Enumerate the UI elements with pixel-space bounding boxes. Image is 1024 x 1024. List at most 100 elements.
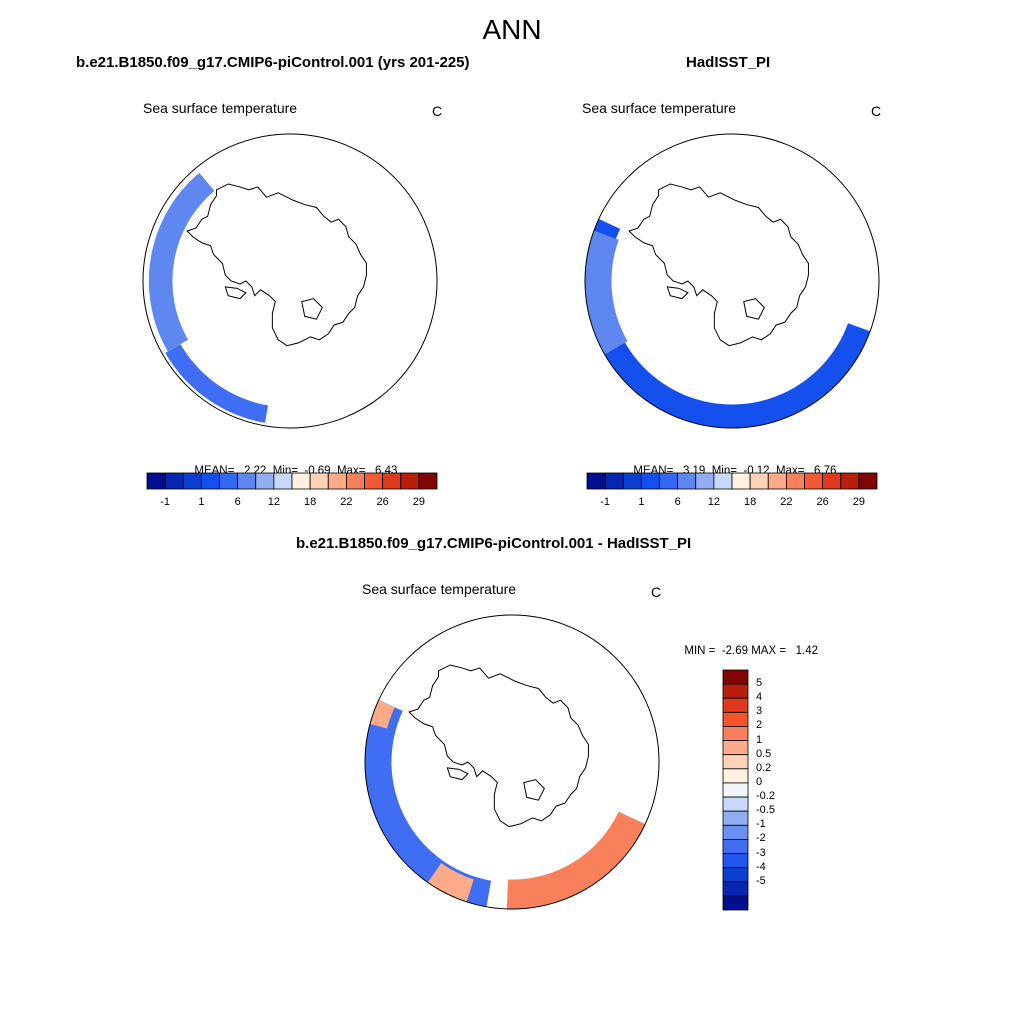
obs-colorbar-swatch	[804, 472, 824, 490]
obs-colorbar-swatch	[822, 472, 842, 490]
obs-colorbar-tick-label: 26	[816, 496, 829, 508]
diff-colorbar-swatch	[722, 853, 749, 869]
model-colorbar-swatch	[291, 472, 311, 490]
diff-colorbar-tick-label: 2	[756, 719, 763, 732]
obs-colorbar-swatch	[840, 472, 860, 490]
obs-colorbar-tick-label: 29	[852, 496, 865, 508]
obs-colorbar-swatch	[731, 472, 751, 490]
diff-colorbar-swatch	[722, 697, 749, 713]
model-colorbar-swatch	[200, 472, 220, 490]
obs-colorbar	[586, 472, 878, 490]
obs-map	[583, 133, 880, 429]
obs-variable-label: Sea surface temperature	[582, 100, 737, 116]
diff-colorbar-swatch	[722, 726, 749, 741]
diff-variable-label: Sea surface temperature	[362, 581, 517, 597]
obs-colorbar-swatch	[695, 472, 715, 490]
diff-colorbar-swatch	[722, 824, 749, 840]
model-colorbar-swatch	[418, 472, 438, 490]
obs-colorbar-swatch	[785, 472, 805, 490]
diff-ice-shelf	[447, 768, 468, 780]
diff-colorbar-tick-label: 0.5	[756, 747, 772, 760]
model-colorbar-swatch	[327, 472, 347, 490]
diff-colorbar-swatch	[722, 881, 749, 897]
model-colorbar	[146, 472, 438, 490]
model-colorbar-swatch	[182, 472, 202, 490]
diff-colorbar-tick-label: 4	[756, 691, 763, 704]
diff-colorbar-tick-label: 5	[756, 677, 763, 690]
obs-colorbar-swatch	[677, 472, 697, 490]
obs-colorbar-tick-label: 1	[638, 496, 645, 508]
model-case-title: b.e21.B1850.f09_g17.CMIP6-piControl.001 …	[76, 54, 470, 71]
model-ocean-cool	[165, 344, 269, 423]
model-colorbar-tick-label: 29	[412, 496, 425, 508]
obs-unit-label: C	[871, 103, 882, 119]
diff-map-border	[364, 614, 660, 910]
obs-colorbar-tick-label: -1	[600, 496, 611, 508]
diff-colorbar-swatch	[722, 669, 749, 685]
diff-colorbar-swatch	[722, 711, 749, 727]
model-colorbar-swatch	[146, 472, 166, 490]
diff-colorbar-tick-label: -1	[756, 818, 766, 831]
diff-colorbar-swatch	[722, 754, 749, 770]
obs-map-border	[584, 133, 880, 429]
model-colorbar-swatch	[237, 472, 257, 490]
obs-colorbar-swatch	[640, 472, 660, 490]
model-antarctica-coast	[187, 184, 366, 346]
obs-colorbar-tick-label: 22	[780, 496, 793, 508]
diff-colorbar-swatch	[722, 895, 749, 911]
diff-colorbar-tick-label: -5	[756, 874, 766, 887]
model-colorbar-swatch	[273, 472, 293, 490]
diff-colorbar-tick-label: -0.2	[756, 790, 775, 803]
model-map	[143, 133, 437, 429]
obs-colorbar-swatch	[767, 472, 787, 490]
obs-colorbar-swatch	[586, 472, 606, 490]
obs-map-fill	[585, 218, 873, 428]
obs-colorbar-swatch	[858, 472, 878, 490]
diff-stats: MIN = -2.69 MAX = 1.42	[678, 633, 818, 657]
obs-case-title: HadISST_PI	[686, 54, 771, 71]
obs-ice-shelf	[667, 287, 688, 299]
diff-colorbar-tick-label: -3	[756, 846, 766, 859]
diff-min-label: MIN =	[684, 645, 716, 657]
model-colorbar-tick-label: 12	[267, 496, 280, 508]
model-colorbar-tick-label: -1	[160, 496, 171, 508]
obs-colorbar-swatch	[622, 472, 642, 490]
diff-max-value: 1.42	[795, 645, 819, 657]
model-colorbar-swatch	[309, 472, 329, 490]
model-colorbar-swatch	[400, 472, 420, 490]
diff-colorbar-swatch	[722, 810, 749, 826]
diff-min-value: -2.69	[721, 645, 748, 657]
diff-map-fill	[365, 699, 648, 909]
model-colorbar-swatch	[219, 472, 239, 490]
model-colorbar-swatch	[364, 472, 384, 490]
obs-colorbar-swatch	[749, 472, 769, 490]
figure-title: ANN	[482, 14, 542, 45]
obs-ocean-warm	[585, 230, 628, 356]
model-variable-label: Sea surface temperature	[143, 100, 298, 116]
diff-colorbar-swatch	[722, 768, 749, 784]
obs-colorbar-swatch	[659, 472, 679, 490]
model-unit-label: C	[432, 103, 443, 119]
diff-map	[363, 614, 660, 910]
diff-colorbar-tick-label: -4	[756, 860, 766, 873]
model-colorbar-swatch	[382, 472, 402, 490]
diff-colorbar-tick-label: -2	[756, 832, 766, 845]
obs-colorbar-tick-label: 18	[744, 496, 757, 508]
diff-warm-sector	[506, 811, 648, 909]
diff-colorbar	[722, 669, 749, 911]
diff-colorbar-tick-label: 0.2	[756, 761, 772, 774]
diff-colorbar-swatch	[722, 740, 749, 756]
diff-colorbar-swatch	[722, 683, 749, 699]
diff-colorbar-swatch	[722, 867, 749, 883]
diff-colorbar-tick-label: -0.5	[756, 804, 775, 817]
model-colorbar-tick-label: 26	[376, 496, 389, 508]
model-colorbar-tick-label: 18	[304, 496, 317, 508]
model-colorbar-tick-label: 6	[234, 496, 241, 508]
model-colorbar-swatch	[345, 472, 365, 490]
obs-colorbar-swatch	[604, 472, 624, 490]
diff-colorbar-tick-label: 0	[756, 775, 763, 788]
model-ocean-band	[277, 134, 281, 167]
model-ocean-warm	[148, 172, 215, 352]
model-colorbar-swatch	[164, 472, 184, 490]
